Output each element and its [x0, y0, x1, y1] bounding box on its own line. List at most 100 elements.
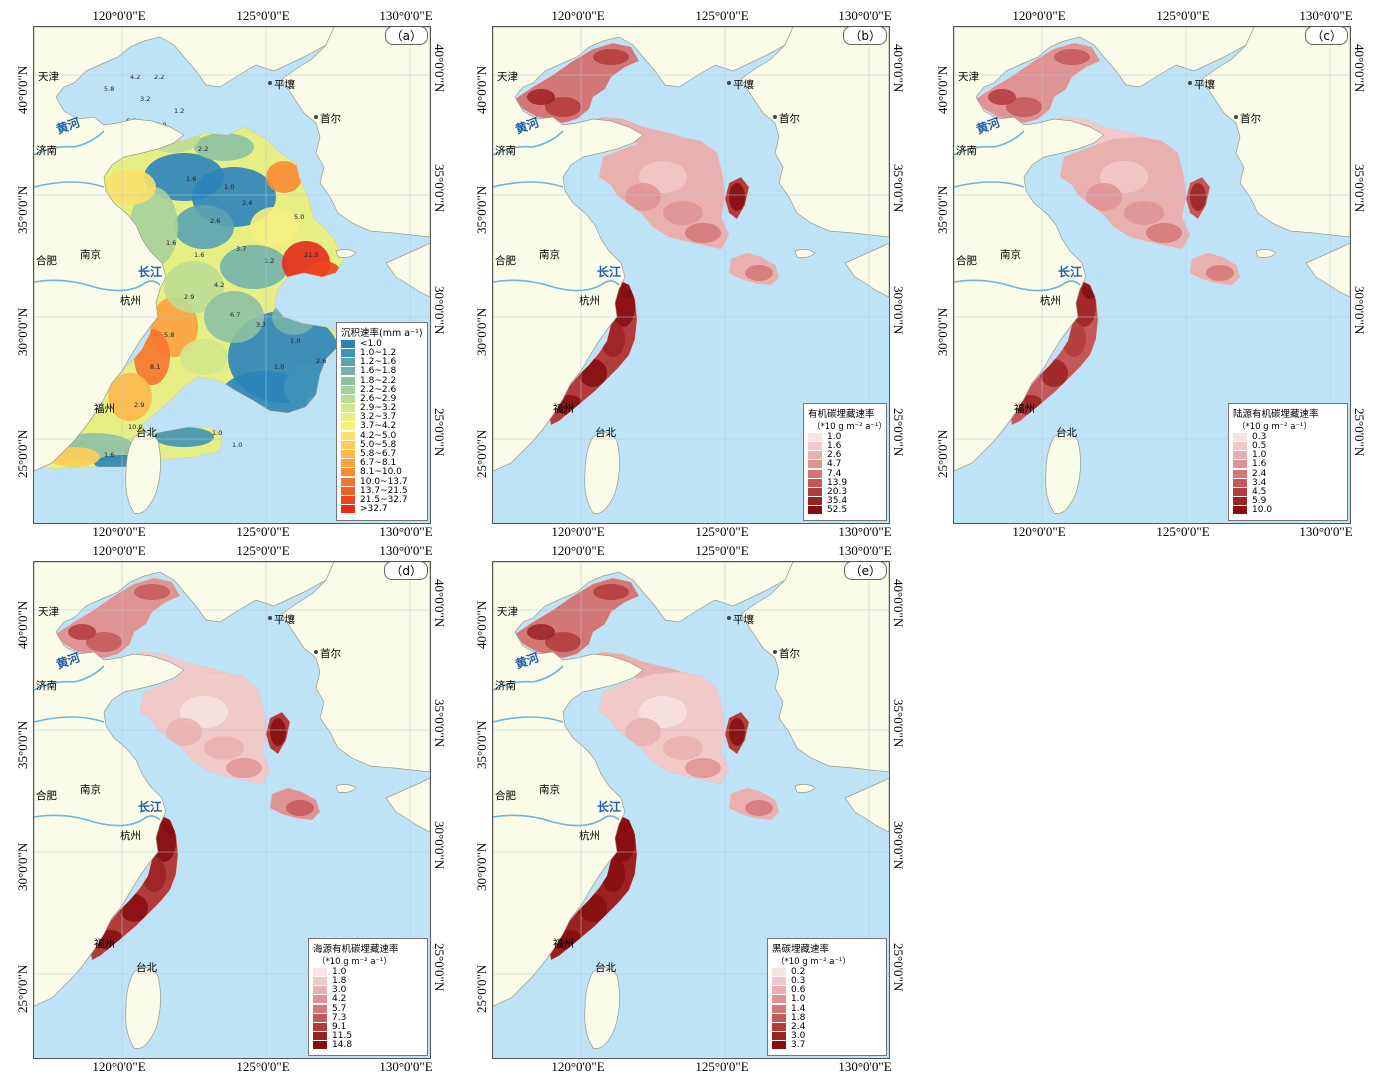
legend-swatch [341, 394, 355, 403]
city-pyongyang-dot [268, 81, 272, 85]
city-fuzhou: 福州 [1014, 403, 1035, 415]
longitude-label-top: 130°0'0"E [379, 543, 433, 558]
legend-item: 4.5 [1233, 487, 1343, 497]
legend-swatch [772, 1022, 786, 1031]
panel-label: （d） [384, 562, 428, 580]
legend-swatch [341, 431, 355, 440]
latitude-label-left: 30°0'0"N [15, 307, 30, 356]
legend-item: <1.0 [341, 339, 423, 349]
legend-swatch [341, 385, 355, 394]
legend-item-label: 5.8~6.7 [360, 449, 397, 460]
longitude-label-top: 130°0'0"E [1299, 8, 1353, 23]
legend-item-label: 3.0 [791, 1031, 806, 1042]
legend-item-label: 7.4 [827, 468, 842, 479]
legend-item-label: 4.7 [827, 459, 842, 470]
svg-text:1.2: 1.2 [264, 257, 274, 265]
legend-item: 14.8 [313, 1040, 423, 1050]
legend-swatch [341, 413, 355, 422]
map-frame: 4.2 5.8 2.2 3.2 6.7 1.2 10.0 2.2 1.6 1.0 2.4 2.6 1.6… [33, 26, 431, 524]
city-hangzhou: 杭州 [579, 295, 600, 307]
legend-item-label: 52.5 [827, 505, 848, 516]
city-fuzhou: 福州 [94, 938, 115, 950]
legend-swatch [1233, 478, 1247, 487]
svg-text:2.2: 2.2 [154, 73, 164, 81]
latitude-label-left: 30°0'0"N [15, 842, 30, 891]
city-hangzhou: 杭州 [579, 830, 600, 842]
legend-item-label: 5.9 [1252, 496, 1267, 507]
city-taipei: 台北 [595, 427, 616, 439]
svg-text:1.6: 1.6 [186, 175, 196, 183]
longitude-label-bottom: 130°0'0"E [838, 1059, 892, 1074]
legend-item: 3.0 [772, 1031, 882, 1042]
legend-item: 0.3 [772, 976, 882, 986]
longitude-label-top: 130°0'0"E [838, 8, 892, 23]
legend-swatch [772, 986, 786, 995]
longitude-label-bottom: 120°0'0"E [551, 524, 605, 539]
city-hefei: 合肥 [956, 255, 977, 267]
legend-item: 20.3 [808, 487, 882, 497]
legend-swatch [772, 995, 786, 1004]
svg-text:1.0: 1.0 [290, 337, 300, 345]
legend-swatch [341, 486, 355, 495]
latitude-label-left: 35°0'0"N [15, 720, 30, 769]
legend-title: 黑碳埋藏速率 [772, 944, 830, 956]
latitude-label-right: 25°0'0"N [1352, 408, 1367, 457]
longitude-label-bottom: 130°0'0"E [379, 524, 433, 539]
legend-swatch [313, 1022, 327, 1031]
legend-item-label: 5.7 [332, 1003, 347, 1014]
legend-item-label: 1.6 [827, 440, 842, 451]
legend-item: 2.4 [1233, 469, 1343, 479]
legend-swatch [1233, 441, 1247, 450]
legend-item: 2.2~2.6 [341, 385, 423, 395]
svg-text:3.2: 3.2 [140, 95, 150, 103]
city-jinan: 济南 [495, 145, 516, 157]
legend-swatch [808, 469, 822, 478]
legend-unit: （*10 g m⁻² a⁻¹） [317, 957, 392, 968]
legend-item-label: 1.6 [1252, 459, 1267, 470]
legend-item-label: 1.0 [1252, 450, 1267, 461]
legend-swatch [313, 1004, 327, 1013]
city-pyongyang: 平壤 [733, 614, 754, 626]
legend-title: 有机碳埋藏速率 [808, 409, 875, 421]
longitude-label-top: 130°0'0"E [838, 543, 892, 558]
city-seoul: 首尔 [779, 113, 800, 125]
latitude-label-left: 40°0'0"N [474, 600, 489, 649]
city-jinan: 济南 [36, 680, 57, 692]
longitude-label-top: 120°0'0"E [551, 543, 605, 558]
svg-text:4.2: 4.2 [130, 73, 140, 81]
legend-item-label: 3.0 [332, 985, 347, 996]
map-frame: 天津 平壤 首尔 济南 合肥 南京 杭州 福州 台北 黄河 长江 （c） 陆源有机碳埋藏速率 （*10 g… [953, 26, 1351, 524]
city-pyongyang: 平壤 [733, 79, 754, 91]
legend-item: 5.9 [1233, 496, 1343, 507]
latitude-label-right: 25°0'0"N [432, 408, 447, 457]
map-frame: 天津 平壤 首尔 济南 合肥 南京 杭州 福州 台北 黄河 长江 （b） 有机碳埋藏速率 （*10 g m… [492, 26, 890, 524]
legend-swatch [341, 440, 355, 449]
city-seoul: 首尔 [779, 648, 800, 660]
city-fuzhou: 福州 [94, 403, 115, 415]
legend-item-label: 2.4 [791, 1021, 806, 1032]
legend-item: 0.5 [1233, 441, 1343, 451]
legend-item-label: 11.5 [332, 1031, 353, 1042]
legend-item-label: 21.5~32.7 [360, 494, 408, 505]
legend-item-label: 1.0 [332, 966, 347, 977]
latitude-label-right: 35°0'0"N [1352, 164, 1367, 213]
city-jinan: 济南 [956, 145, 977, 157]
legend-item-label: 1.0~1.2 [360, 347, 397, 358]
legend-item-label: 6.7~8.1 [360, 458, 397, 469]
city-tianjin: 天津 [38, 606, 59, 618]
legend-swatch [808, 506, 822, 515]
latitude-label-left: 25°0'0"N [474, 964, 489, 1013]
legend-item-label: 1.8 [332, 975, 347, 986]
legend-swatch [1233, 451, 1247, 460]
legend-swatch [341, 468, 355, 477]
legend-title: 海源有机碳埋藏速率 [313, 944, 399, 956]
svg-text:5.8: 5.8 [164, 331, 174, 339]
legend-item-label: 1.0 [827, 431, 842, 442]
legend-item-label: 1.0 [791, 994, 806, 1005]
legend-item: 52.5 [808, 505, 882, 516]
legend-unit: （*10 g m⁻² a⁻¹） [776, 957, 851, 968]
latitude-label-left: 40°0'0"N [15, 600, 30, 649]
legend-swatch [341, 495, 355, 504]
legend-swatch [772, 976, 786, 985]
legend-swatch [313, 967, 327, 976]
